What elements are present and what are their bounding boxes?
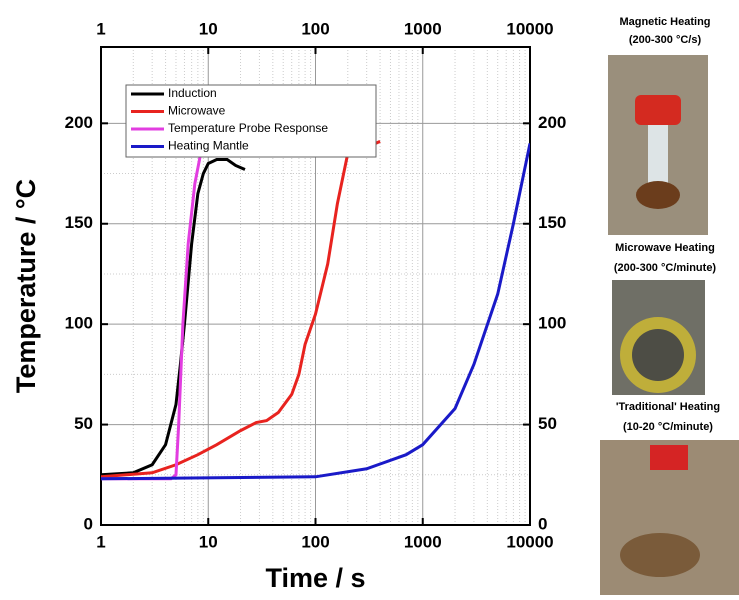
y-right-tick-label: 100 [538, 314, 566, 333]
x-top-tick-label: 10 [199, 19, 218, 38]
photo-detail [648, 125, 668, 185]
y-tick-label: 100 [65, 314, 93, 333]
series-line [101, 143, 206, 478]
x-tick-label: 10000 [506, 532, 553, 551]
y-tick-label: 200 [65, 113, 93, 132]
photo-detail [650, 445, 688, 470]
photo-detail [636, 181, 680, 209]
y-axis-title: Temperature / °C [11, 179, 41, 393]
legend-label: Induction [168, 86, 217, 100]
y-tick-label: 150 [65, 213, 93, 232]
x-tick-label: 100 [301, 532, 329, 551]
x-top-tick-label: 100 [301, 19, 329, 38]
y-right-tick-label: 50 [538, 414, 557, 433]
x-tick-label: 1 [96, 532, 105, 551]
legend-label: Temperature Probe Response [168, 121, 328, 135]
legend-label: Heating Mantle [168, 139, 249, 153]
x-top-tick-label: 10000 [506, 19, 553, 38]
panel-title: Magnetic Heating [619, 16, 710, 28]
y-tick-label: 0 [84, 514, 93, 533]
panel-title: 'Traditional' Heating [616, 401, 720, 413]
panel-subtitle: (200-300 °C/s) [629, 34, 702, 46]
panel-title: Microwave Heating [615, 242, 715, 254]
x-tick-label: 1000 [404, 532, 442, 551]
panel-subtitle: (200-300 °C/minute) [614, 262, 717, 274]
x-tick-label: 10 [199, 532, 218, 551]
x-top-tick-label: 1000 [404, 19, 442, 38]
photo-detail [620, 533, 700, 577]
panel-subtitle: (10-20 °C/minute) [623, 421, 713, 433]
x-axis-title: Time / s [265, 563, 365, 593]
x-top-tick-label: 1 [96, 19, 105, 38]
legend-label: Microwave [168, 104, 226, 118]
photo-detail [635, 95, 681, 125]
figure: 1110101001001000100010000100000050501001… [0, 0, 739, 595]
y-right-tick-label: 0 [538, 514, 547, 533]
y-right-tick-label: 200 [538, 113, 566, 132]
y-tick-label: 50 [74, 414, 93, 433]
series-line [101, 159, 245, 474]
photo-detail [632, 329, 684, 381]
y-right-tick-label: 150 [538, 213, 566, 232]
